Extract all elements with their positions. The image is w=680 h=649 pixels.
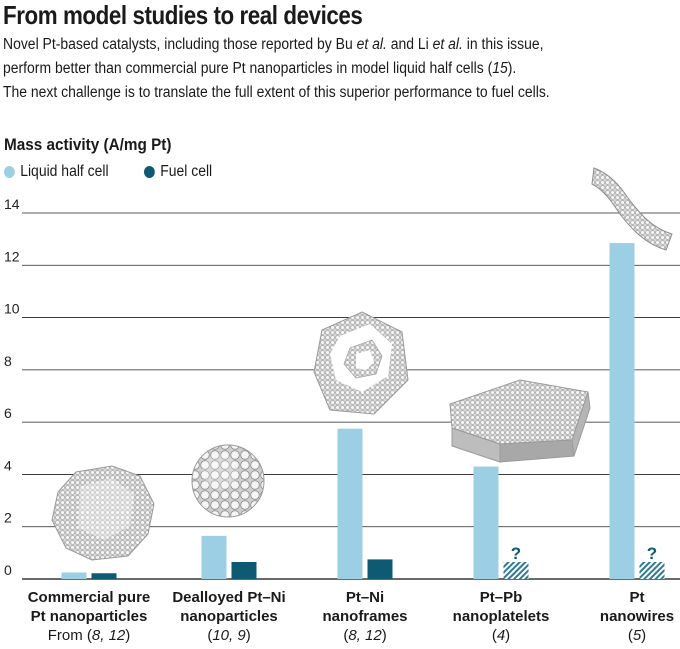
liquid-half-cell-bar-1 [61, 572, 87, 579]
category-reference: (10, 9) [207, 627, 251, 644]
y-tick-label: 2 [4, 510, 12, 526]
y-axis-title: Mass activity (A/mg Pt) [4, 135, 172, 154]
nanoframe-illustration [313, 311, 409, 415]
category-label-2: Dealloyed Pt–Ni nanoparticles (10, 9) [159, 588, 299, 645]
category-name-line1: Commercial pure [27, 589, 151, 606]
category-name-line2: nanoplatelets [452, 608, 550, 625]
y-tick-label: 0 [4, 562, 12, 578]
category-reference: (4) [491, 627, 511, 644]
intro-line-3: The next challenge is to translate the f… [3, 84, 550, 101]
y-tick-label: 12 [4, 248, 20, 264]
catalyst-illustrations [51, 167, 673, 561]
unknown-fuel-cell-bar [639, 562, 665, 579]
legend-label-liquid: Liquid half cell [20, 163, 109, 180]
dealloyed-nanoparticle-illustration [191, 444, 265, 518]
page-title: From model studies to real devices [3, 0, 363, 30]
category-name-line1: Pt–Pb [479, 589, 523, 606]
liquid-half-cell-bar-5 [609, 243, 635, 580]
category-reference: (5) [627, 627, 647, 644]
unknown-value-marker: ? [511, 544, 521, 563]
intro-line-2: perform better than commercial pure Pt n… [3, 60, 517, 77]
category-label-1: Commercial pure Pt nanoparticles From (8, … [19, 588, 159, 645]
liquid-half-cell-bar-2 [201, 535, 227, 579]
y-tick-label: 4 [4, 457, 12, 473]
liquid-half-cell-bar-3 [337, 428, 363, 579]
unknown-value-marker: ? [647, 544, 657, 563]
nanoplatelet-illustration [449, 379, 591, 463]
nanowire-illustration [591, 167, 673, 251]
category-name-line2: nanoparticles [180, 608, 278, 625]
category-name-line2: nanoframes [322, 608, 408, 625]
y-tick-label: 10 [4, 301, 20, 317]
category-label-3: Pt–Ni nanoframes (8, 12) [295, 588, 435, 645]
legend-item-liquid: Liquid half cell [4, 163, 109, 181]
y-tick-label: 14 [4, 196, 20, 212]
intro-line-1: Novel Pt-based catalysts, including thos… [3, 36, 544, 53]
category-name-line1: Dealloyed Pt–Ni [172, 589, 286, 606]
fuel-cell-bar-3 [367, 559, 393, 579]
fuel-cell-bar-2 [231, 562, 257, 579]
legend-item-fuel: Fuel cell [144, 163, 212, 181]
legend-swatch-fuel [144, 166, 155, 178]
liquid-half-cell-bar-4 [473, 466, 499, 579]
unknown-fuel-cell-bar [503, 562, 529, 579]
category-name-line1: Pt–Ni [345, 589, 385, 606]
legend-swatch-liquid [4, 166, 15, 178]
category-label-4: Pt–Pb nanoplatelets (4) [431, 588, 571, 645]
pt-nanoparticle-illustration [51, 465, 155, 561]
legend-label-fuel: Fuel cell [160, 163, 213, 180]
category-name-line2: nanowires [599, 608, 675, 625]
category-name-line2: Pt nanoparticles [30, 608, 148, 625]
fuel-cell-bar-1 [91, 573, 117, 579]
category-reference: From (8, 12) [47, 627, 131, 644]
y-tick-label: 6 [4, 405, 12, 421]
y-tick-label: 8 [4, 353, 12, 369]
category-reference: (8, 12) [343, 627, 387, 644]
category-name-line1: Pt [629, 589, 645, 606]
category-label-5: Pt nanowires (5) [567, 588, 680, 645]
